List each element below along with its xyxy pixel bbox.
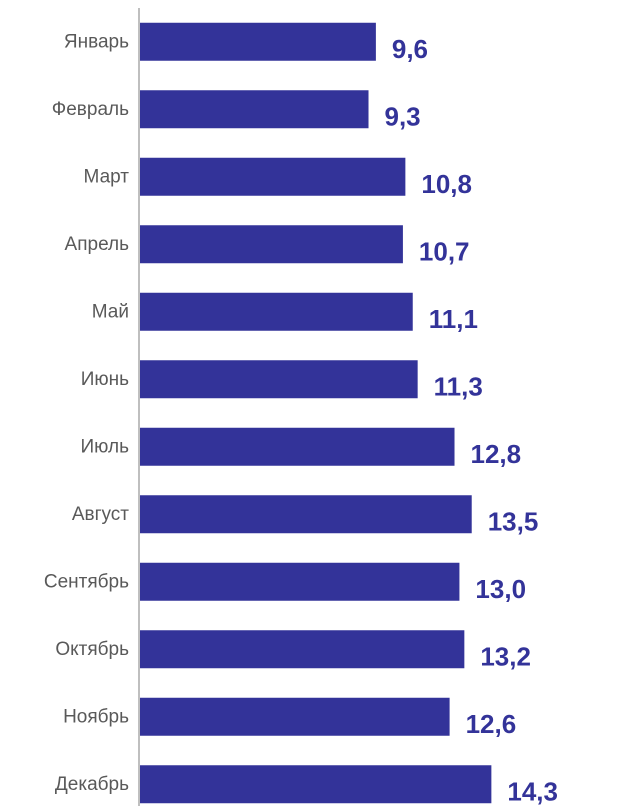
value-label-11: 12,6 xyxy=(466,709,517,739)
bar-9 xyxy=(140,562,460,601)
category-label-4: Апрель xyxy=(65,234,130,255)
value-label-2: 9,3 xyxy=(385,101,421,131)
category-label-7: Июль xyxy=(81,436,130,457)
category-label-3: Март xyxy=(84,166,130,187)
value-labels-group: 9,6 9,3 10,8 10,7 11,1 11,3 12,8 13,5 13,0 13,2 12… xyxy=(385,34,558,807)
value-label-7: 12,8 xyxy=(471,439,522,469)
value-label-10: 13,2 xyxy=(480,641,531,671)
bar-8 xyxy=(140,495,472,534)
value-label-4: 10,7 xyxy=(419,236,470,266)
value-label-8: 13,5 xyxy=(488,506,539,536)
bar-10 xyxy=(140,630,465,669)
category-label-10: Октябрь xyxy=(55,639,129,660)
value-label-1: 9,6 xyxy=(392,34,428,64)
category-label-6: Июнь xyxy=(81,369,129,390)
bar-2 xyxy=(140,90,369,129)
bar-1 xyxy=(140,22,376,61)
value-label-9: 13,0 xyxy=(475,574,526,604)
category-label-8: Август xyxy=(72,504,129,525)
category-label-5: Май xyxy=(92,301,129,322)
category-label-11: Ноябрь xyxy=(63,706,129,727)
category-label-1: Январь xyxy=(64,31,129,52)
value-label-6: 11,3 xyxy=(434,371,483,401)
category-labels-group: Январь Февраль Март Апрель Май Июнь Июль Август… xyxy=(44,31,129,795)
bar-7 xyxy=(140,427,455,466)
category-label-2: Февраль xyxy=(52,99,129,120)
bar-3 xyxy=(140,157,406,196)
bars-group xyxy=(140,22,492,804)
bar-5 xyxy=(140,292,413,331)
value-label-3: 10,8 xyxy=(421,169,472,199)
bar-11 xyxy=(140,697,450,736)
bar-12 xyxy=(140,765,492,804)
bar-4 xyxy=(140,225,403,264)
category-label-9: Сентябрь xyxy=(44,571,129,592)
value-label-5: 11,1 xyxy=(429,304,478,334)
bar-6 xyxy=(140,360,418,399)
value-label-12: 14,3 xyxy=(507,776,558,806)
category-label-12: Декабрь xyxy=(55,774,129,795)
